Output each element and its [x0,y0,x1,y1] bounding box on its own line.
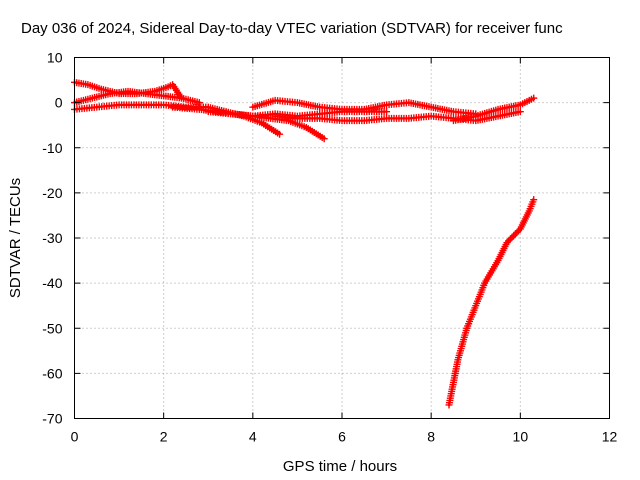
y-tick-label: 0 [55,95,63,111]
x-axis-label: GPS time / hours [283,458,397,475]
y-tick-label: -40 [42,275,62,291]
x-tick-label: 2 [160,429,168,445]
y-tick-label: -10 [42,140,62,156]
x-tick-label: 6 [338,429,346,445]
y-tick-label: -60 [42,365,62,381]
plus-markers [445,196,538,409]
y-axis-label: SDTVAR / TECUs [7,178,24,298]
x-tick-label: 0 [71,429,79,445]
chart-title: Day 036 of 2024, Sidereal Day-to-day VTE… [21,20,563,37]
y-tick-label: -30 [42,230,62,246]
plus-markers [449,94,538,125]
axis-ticks [74,57,610,419]
data-series-4 [169,103,328,143]
plus-markers [169,103,328,143]
axis-tick-labels: 0 2 4 6 8 10 12 -70 -60 -50 -40 -30 -20 -10 0 10 [42,50,617,445]
data-series-layer [71,78,538,409]
x-tick-label: 12 [602,429,618,445]
data-series-7 [271,108,524,125]
data-series-9 [445,196,538,409]
y-tick-label: -70 [42,411,62,427]
y-tick-label: -20 [42,185,62,201]
plus-markers [249,96,480,118]
x-tick-label: 8 [427,429,435,445]
x-tick-label: 10 [513,429,529,445]
data-series-8 [449,94,538,125]
data-series-6 [249,96,480,118]
plus-markers [271,108,524,125]
y-tick-label: -50 [42,320,62,336]
y-tick-label: 10 [47,50,63,66]
x-tick-label: 4 [249,429,257,445]
